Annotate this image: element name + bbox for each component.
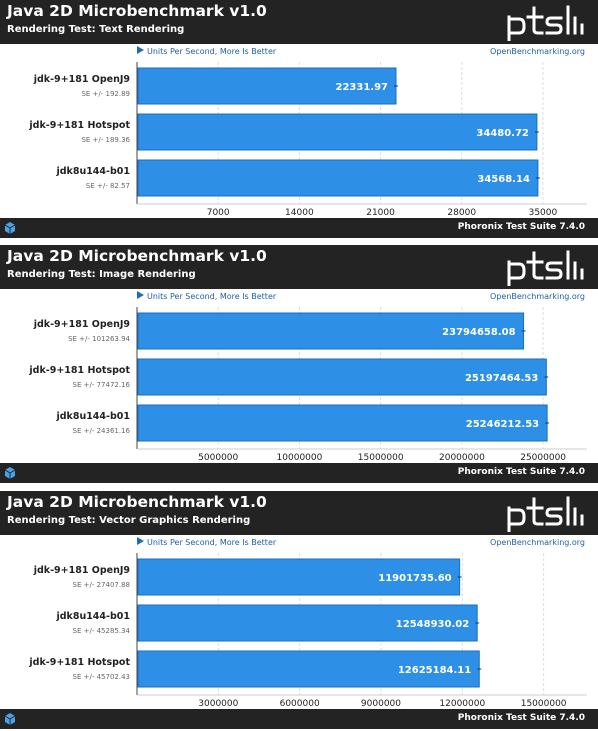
bar-value-label: 34568.14 (477, 174, 530, 185)
standard-error-label: SE +/- 101263.94 (68, 335, 130, 343)
x-tick-label: 20000000 (439, 453, 485, 463)
category-label: jdk8u144-b01 (55, 166, 130, 177)
site-label: OpenBenchmarking.org (490, 292, 585, 301)
category-label: jdk-9+181 Hotspot (28, 120, 130, 131)
category-label: jdk8u144-b01 (55, 611, 130, 622)
chart-title: Java 2D Microbenchmark v1.0 (7, 247, 267, 265)
chart-footer: Phoronix Test Suite 7.4.0 (0, 709, 598, 729)
chart-subtitle: Rendering Test: Text Rendering (7, 24, 185, 35)
bar-value-label: 25246212.53 (466, 419, 539, 430)
logo-letter-s (545, 16, 563, 35)
x-tick-label: 28000 (447, 208, 476, 218)
category-label: jdk-9+181 OpenJ9 (33, 319, 130, 330)
footer-text: Phoronix Test Suite 7.4.0 (457, 713, 585, 723)
bar-value-label: 34480.72 (476, 128, 529, 139)
x-tick-label: 10000000 (277, 453, 323, 463)
legend-arrow-icon (137, 291, 144, 299)
x-tick-label: 3000000 (198, 699, 238, 709)
footer-text: Phoronix Test Suite 7.4.0 (457, 467, 585, 477)
logo-bars (566, 250, 584, 280)
chart-title: Java 2D Microbenchmark v1.0 (7, 493, 267, 511)
footer-text: Phoronix Test Suite 7.4.0 (457, 222, 585, 232)
bar (137, 604, 478, 642)
category-label: jdk8u144-b01 (55, 411, 130, 422)
bar-value-label: 25197464.53 (465, 373, 538, 384)
logo-letter-t (526, 6, 544, 35)
cube-icon (4, 713, 16, 725)
bar (137, 558, 461, 596)
logo-letter-t (526, 497, 544, 526)
chart-plot: Units Per Second, More Is Better OpenBenc… (28, 537, 587, 709)
pts-logo-icon (507, 496, 584, 532)
site-label: OpenBenchmarking.org (490, 47, 585, 56)
bar (137, 67, 397, 105)
chart-title: Java 2D Microbenchmark v1.0 (7, 2, 267, 20)
pts-logo-icon (507, 250, 584, 286)
bar (137, 113, 538, 151)
standard-error-label: SE +/- 45702.43 (73, 673, 130, 681)
x-tick-label: 7000 (207, 208, 230, 218)
bar (137, 312, 525, 350)
category-label: jdk-9+181 Hotspot (28, 365, 130, 376)
bar-value-label: 12548930.02 (396, 619, 469, 630)
logo-letter-t (526, 251, 544, 280)
chart-subtitle: Rendering Test: Image Rendering (7, 269, 196, 280)
x-tick-label: 25000000 (520, 453, 566, 463)
logo-bars (566, 496, 584, 526)
chart-header: Java 2D Microbenchmark v1.0 Rendering Tes… (0, 491, 598, 535)
site-label: OpenBenchmarking.org (490, 538, 585, 547)
bar-value-label: 23794658.08 (442, 327, 515, 338)
standard-error-label: SE +/- 192.89 (81, 90, 130, 98)
x-tick-label: 15000000 (521, 699, 567, 709)
standard-error-label: SE +/- 45285.34 (73, 627, 131, 635)
logo-bars (566, 5, 584, 35)
category-label: jdk-9+181 OpenJ9 (33, 565, 130, 576)
standard-error-label: SE +/- 82.57 (86, 182, 130, 190)
x-tick-label: 6000000 (280, 699, 320, 709)
legend-text: Units Per Second, More Is Better (147, 292, 277, 301)
legend-arrow-icon (137, 537, 144, 545)
bar-value-label: 22331.97 (335, 82, 388, 93)
chart-footer: Phoronix Test Suite 7.4.0 (0, 463, 598, 483)
x-tick-label: 35000 (529, 208, 558, 218)
x-tick-label: 12000000 (439, 699, 485, 709)
pts-logo-icon (507, 5, 584, 41)
chart-plot: Units Per Second, More Is Better OpenBenc… (28, 291, 587, 463)
bar-value-label: 12625184.11 (398, 665, 471, 676)
chart-panel: Java 2D Microbenchmark v1.0 Rendering Tes… (0, 245, 598, 485)
chart-subtitle: Rendering Test: Vector Graphics Renderin… (7, 515, 251, 526)
chart-header: Java 2D Microbenchmark v1.0 Rendering Tes… (0, 245, 598, 289)
logo-letter-s (545, 507, 563, 526)
x-tick-label: 5000000 (198, 453, 238, 463)
standard-error-label: SE +/- 27407.88 (73, 581, 130, 589)
x-tick-label: 14000 (285, 208, 314, 218)
category-label: jdk-9+181 Hotspot (28, 657, 130, 668)
chart-footer: Phoronix Test Suite 7.4.0 (0, 218, 598, 238)
category-label: jdk-9+181 OpenJ9 (33, 74, 130, 85)
bar-value-label: 11901735.60 (378, 573, 451, 584)
standard-error-label: SE +/- 77472.16 (73, 381, 131, 389)
bar (137, 404, 548, 442)
standard-error-label: SE +/- 24361.16 (73, 427, 131, 435)
x-tick-label: 9000000 (361, 699, 401, 709)
logo-letter-p (507, 506, 526, 532)
legend-text: Units Per Second, More Is Better (147, 538, 277, 547)
chart-panel: Java 2D Microbenchmark v1.0 Rendering Tes… (0, 491, 598, 731)
x-tick-label: 15000000 (358, 453, 404, 463)
legend-arrow-icon (137, 46, 144, 54)
legend-text: Units Per Second, More Is Better (147, 47, 277, 56)
logo-letter-s (545, 261, 563, 280)
chart-plot: Units Per Second, More Is Better OpenBenc… (28, 46, 587, 218)
chart-panel: Java 2D Microbenchmark v1.0 Rendering Tes… (0, 0, 598, 240)
logo-letter-p (507, 260, 526, 286)
cube-icon (4, 467, 16, 479)
bar (137, 358, 547, 396)
logo-letter-p (507, 15, 526, 41)
x-tick-label: 21000 (366, 208, 395, 218)
cube-icon (4, 222, 16, 234)
bar (137, 159, 539, 197)
chart-header: Java 2D Microbenchmark v1.0 Rendering Tes… (0, 0, 598, 44)
standard-error-label: SE +/- 189.36 (81, 136, 130, 144)
bar (137, 650, 480, 688)
